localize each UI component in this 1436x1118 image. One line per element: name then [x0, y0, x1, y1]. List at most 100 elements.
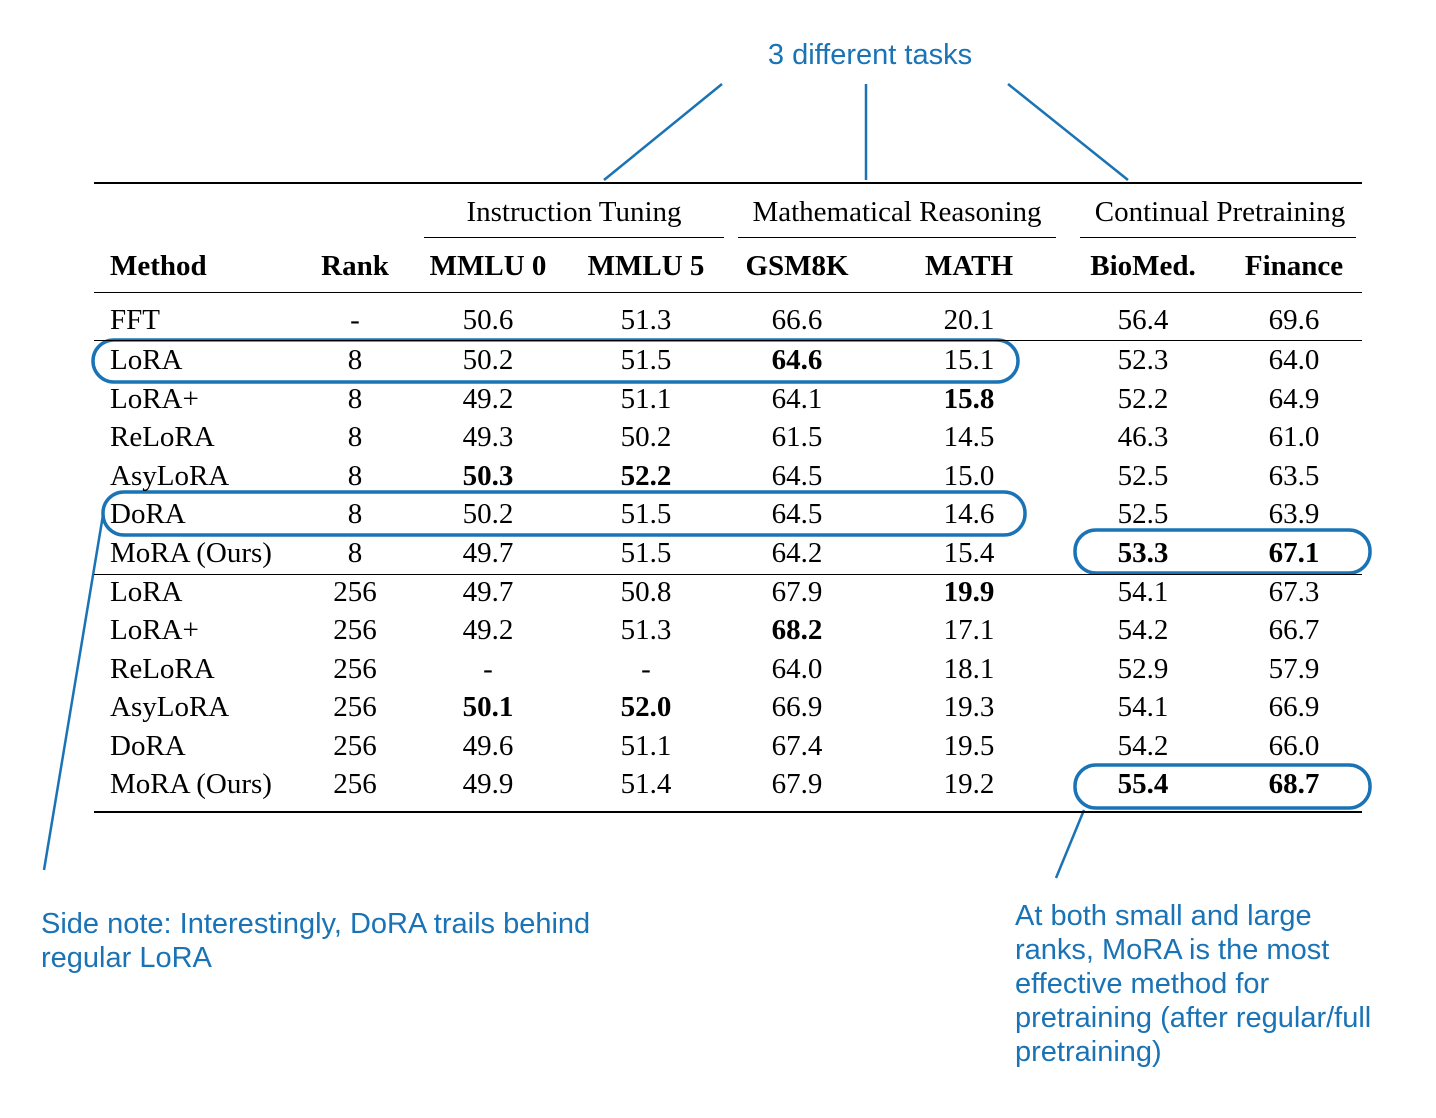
column-header: GSM8K [745, 250, 849, 282]
method-cell: ReLoRA [110, 653, 215, 685]
value-cell: 15.4 [943, 537, 995, 569]
value-cell: 66.9 [771, 691, 823, 723]
method-cell: DoRA [110, 498, 186, 530]
rank-separator-rule [94, 574, 1362, 575]
value-cell: 67.9 [771, 768, 823, 800]
right-note: At both small and large ranks, MoRA is t… [1015, 899, 1425, 1069]
value-cell: 54.1 [1117, 576, 1169, 608]
group-continual-pretraining: Continual Pretraining [1094, 196, 1346, 228]
value-cell: 67.4 [771, 730, 823, 762]
method-cell: LoRA [110, 344, 183, 376]
value-cell: 19.2 [943, 768, 995, 800]
value-cell: 64.5 [771, 498, 823, 530]
rank-cell: - [350, 304, 360, 336]
value-cell: 52.9 [1117, 653, 1169, 685]
value-cell: 49.3 [462, 421, 514, 453]
value-cell: 19.5 [943, 730, 995, 762]
value-cell: 64.9 [1268, 383, 1320, 415]
value-cell: 54.2 [1117, 614, 1169, 646]
rank-cell: 256 [333, 576, 377, 608]
value-cell: 66.0 [1268, 730, 1320, 762]
value-cell: 49.6 [462, 730, 514, 762]
value-cell: 52.2 [1117, 383, 1169, 415]
value-cell: - [641, 653, 651, 685]
rank-cell: 8 [347, 421, 363, 453]
group-mathematical-reasoning: Mathematical Reasoning [752, 196, 1042, 228]
value-cell: 52.3 [1117, 344, 1169, 376]
value-cell: 50.3 [462, 460, 514, 492]
method-cell: DoRA [110, 730, 186, 762]
value-cell: 50.6 [462, 304, 514, 336]
value-cell: 66.6 [771, 304, 823, 336]
value-cell: 66.9 [1268, 691, 1320, 723]
value-cell: 56.4 [1117, 304, 1169, 336]
value-cell: 50.2 [462, 498, 514, 530]
group-instruction-tuning: Instruction Tuning [466, 196, 682, 228]
fft-separator-rule [94, 340, 1362, 341]
value-cell: 54.2 [1117, 730, 1169, 762]
table-bottom-rule [94, 811, 1362, 813]
value-cell: 51.3 [620, 304, 672, 336]
method-cell: FFT [110, 304, 160, 336]
value-cell: 64.0 [1268, 344, 1320, 376]
rank-cell: 256 [333, 614, 377, 646]
pointer-line-instruction [603, 83, 723, 181]
value-cell: 19.3 [943, 691, 995, 723]
value-cell: 64.0 [771, 653, 823, 685]
value-cell: 55.4 [1117, 768, 1169, 800]
side-note-line-2: regular LoRA [41, 942, 212, 974]
value-cell: 52.5 [1117, 498, 1169, 530]
side-note-line-1: Side note: Interestingly, DoRA trails be… [41, 908, 591, 940]
pointer-line-pretraining [1007, 83, 1129, 181]
value-cell: 15.0 [943, 460, 995, 492]
value-cell: 69.6 [1268, 304, 1320, 336]
value-cell: 14.5 [943, 421, 995, 453]
value-cell: 49.7 [462, 576, 514, 608]
value-cell: 64.1 [771, 383, 823, 415]
column-header: Rank [321, 250, 389, 282]
value-cell: 54.1 [1117, 691, 1169, 723]
rank-cell: 8 [347, 498, 363, 530]
group-underline-math [738, 237, 1056, 238]
value-cell: 49.7 [462, 537, 514, 569]
method-cell: LoRA+ [110, 383, 199, 415]
value-cell: 51.4 [620, 768, 672, 800]
value-cell: 64.6 [771, 344, 823, 376]
value-cell: 50.2 [462, 344, 514, 376]
method-cell: LoRA+ [110, 614, 199, 646]
value-cell: 49.2 [462, 383, 514, 415]
method-cell: LoRA [110, 576, 183, 608]
value-cell: 49.9 [462, 768, 514, 800]
method-cell: ReLoRA [110, 421, 215, 453]
value-cell: 61.0 [1268, 421, 1320, 453]
value-cell: 53.3 [1117, 537, 1169, 569]
value-cell: 68.7 [1268, 768, 1320, 800]
value-cell: 20.1 [943, 304, 995, 336]
value-cell: 46.3 [1117, 421, 1169, 453]
value-cell: 50.8 [620, 576, 672, 608]
right-note-line-1: At both small and large [1015, 900, 1312, 932]
value-cell: 67.3 [1268, 576, 1320, 608]
value-cell: 52.2 [620, 460, 672, 492]
pointer-line-right-note [1054, 809, 1086, 879]
table-top-rule [94, 182, 1362, 184]
highlight-mora256-pretraining [1073, 763, 1372, 810]
value-cell: 63.9 [1268, 498, 1320, 530]
value-cell: 51.1 [620, 730, 672, 762]
value-cell: 15.1 [943, 344, 995, 376]
side-note: Side note: Interestingly, DoRA trails be… [41, 907, 681, 975]
value-cell: 61.5 [771, 421, 823, 453]
rank-cell: 8 [347, 537, 363, 569]
rank-cell: 8 [347, 460, 363, 492]
value-cell: 51.5 [620, 344, 672, 376]
value-cell: 19.9 [943, 576, 995, 608]
column-header: MMLU 5 [587, 250, 705, 282]
value-cell: 14.6 [943, 498, 995, 530]
rank-cell: 256 [333, 653, 377, 685]
value-cell: 51.1 [620, 383, 672, 415]
right-note-line-4: pretraining (after regular/full [1015, 1002, 1372, 1034]
value-cell: 57.9 [1268, 653, 1320, 685]
group-underline-pretraining [1080, 237, 1356, 238]
value-cell: 67.1 [1268, 537, 1320, 569]
rank-cell: 256 [333, 768, 377, 800]
